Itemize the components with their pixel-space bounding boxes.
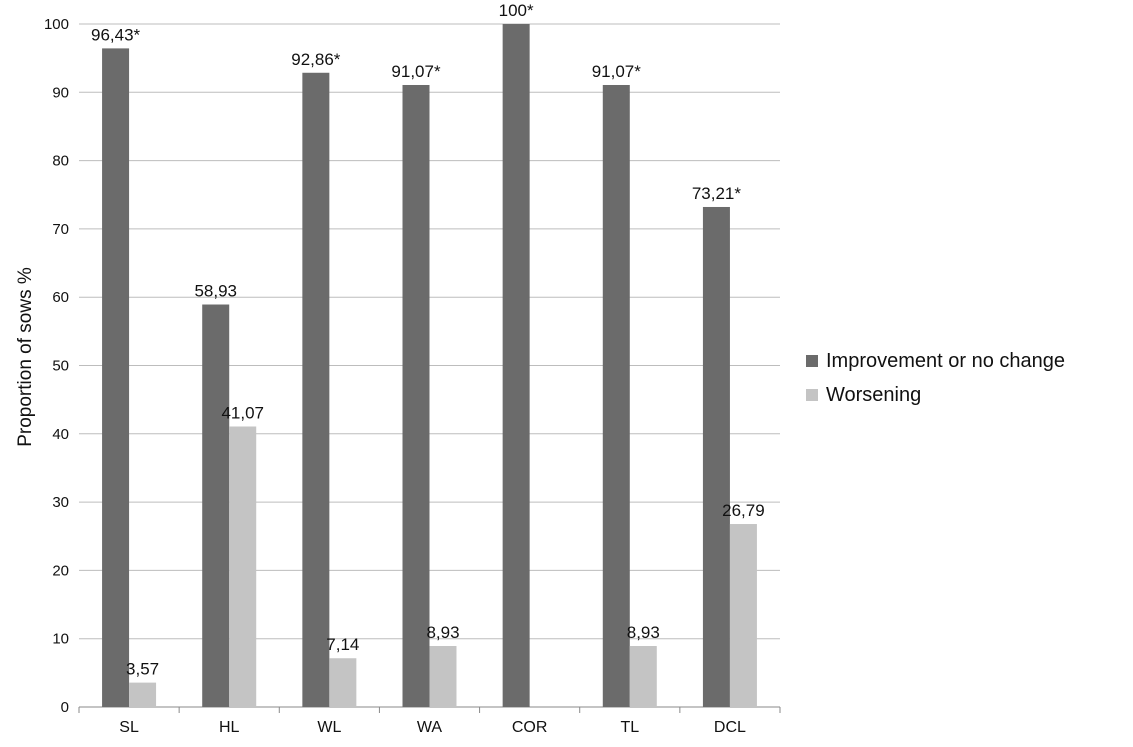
y-tick-label: 90 <box>52 84 69 101</box>
legend-item-improvement: Improvement or no change <box>806 344 1065 378</box>
bar-sl-series-0 <box>102 48 130 707</box>
y-axis-title: Proportion of sows % <box>15 267 36 447</box>
bar-wa-series-0 <box>402 84 430 708</box>
data-label: 92,86* <box>291 50 341 69</box>
bar-wl-series-1 <box>329 658 357 707</box>
legend-label-worsening: Worsening <box>826 383 922 406</box>
data-label: 91,07* <box>592 62 642 81</box>
data-label: 100* <box>499 1 534 20</box>
bars <box>102 24 757 708</box>
bar-hl-series-0 <box>202 304 230 707</box>
y-tick-label: 100 <box>44 16 69 33</box>
bar-dcl-series-1 <box>729 524 757 707</box>
y-tick-label: 30 <box>52 494 69 511</box>
y-tick-label: 50 <box>52 358 69 375</box>
data-label: 8,93 <box>426 623 459 642</box>
data-label: 96,43* <box>91 25 141 44</box>
x-category-label: COR <box>512 719 548 736</box>
x-category-label: WL <box>317 719 341 736</box>
data-label: 91,07* <box>391 62 441 81</box>
data-label: 7,14 <box>326 635 359 654</box>
x-category-label: DCL <box>714 719 746 736</box>
bar-hl-series-1 <box>229 426 257 707</box>
x-category-label: SL <box>119 719 139 736</box>
bar-dcl-series-0 <box>702 206 730 707</box>
bar-cor-series-0 <box>502 24 530 707</box>
data-label: 41,07 <box>221 403 264 422</box>
y-tick-label: 20 <box>52 562 69 579</box>
bar-wl-series-0 <box>302 72 330 708</box>
x-category-label: TL <box>620 719 639 736</box>
data-labels: 96,43* 3,57 58,93 41,07 92,86* 7,14 91,07* 8,93… <box>91 1 765 679</box>
bar-sl-series-1 <box>129 682 157 707</box>
legend-item-worsening: Worsening <box>806 378 1065 412</box>
legend: Improvement or no change Worsening <box>806 344 1065 412</box>
y-tick-label: 0 <box>61 699 69 716</box>
y-tick-label: 10 <box>52 631 69 648</box>
data-label: 26,79 <box>722 501 765 520</box>
y-tick-labels: 0 10 20 30 40 50 60 70 80 90 100 <box>44 16 69 716</box>
legend-swatch-worsening <box>806 389 818 401</box>
y-tick-label: 70 <box>52 221 69 238</box>
bar-tl-series-1 <box>629 646 657 707</box>
bar-wa-series-1 <box>429 646 457 707</box>
data-label: 3,57 <box>126 660 159 679</box>
x-category-label: HL <box>219 719 240 736</box>
legend-swatch-improvement <box>806 355 818 367</box>
y-tick-label: 40 <box>52 426 69 443</box>
x-category-labels: SL HL WL WA COR TL DCL <box>119 719 746 736</box>
bar-tl-series-0 <box>602 84 630 708</box>
y-tick-label: 80 <box>52 153 69 170</box>
y-tick-label: 60 <box>52 289 69 306</box>
data-label: 73,21* <box>692 184 742 203</box>
data-label: 58,93 <box>194 282 237 301</box>
data-label: 8,93 <box>627 623 660 642</box>
x-category-label: WA <box>417 719 443 736</box>
legend-label-improvement: Improvement or no change <box>826 349 1066 372</box>
